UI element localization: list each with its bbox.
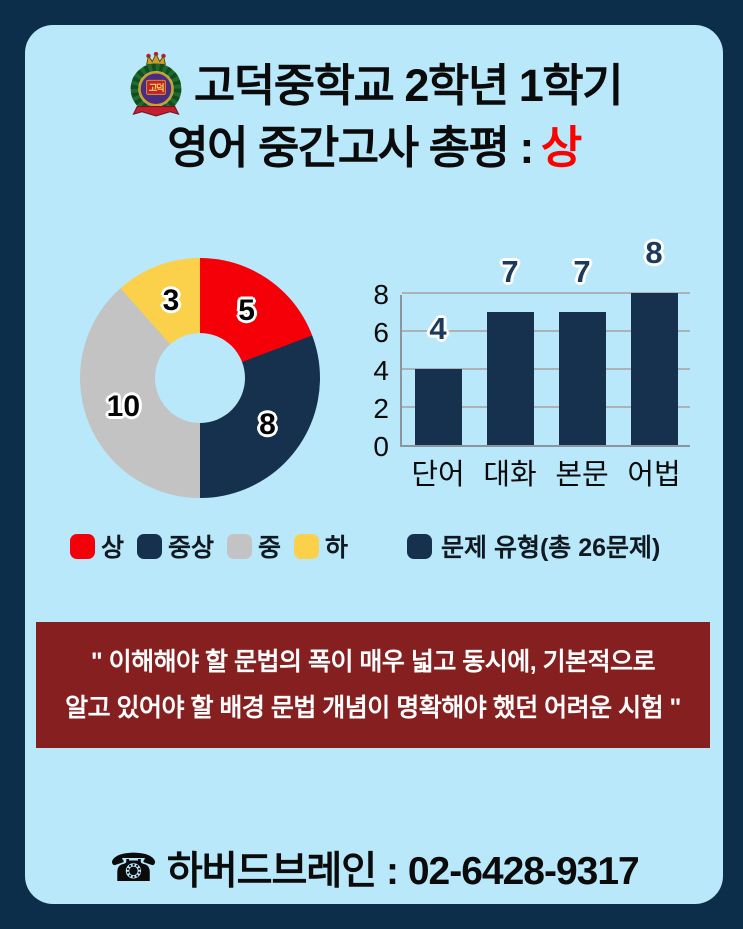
y-axis-tick-label: 6 <box>373 317 389 348</box>
grade-value: 상 <box>540 122 582 173</box>
bar-category-label: 단어 <box>411 459 465 491</box>
bar-category-label: 본문 <box>555 459 609 491</box>
page-title-line1: 고덕 고덕중학교 2학년 1학기 <box>25 51 723 119</box>
quote-line2: 알고 있어야 할 배경 문법 개념이 명확해야 했던 어려운 시험 " <box>65 694 681 722</box>
school-crest-icon: 고덕 <box>130 51 182 117</box>
quote-box: " 이해해야 할 문법의 폭이 매우 넓고 동시에, 기본적으로 알고 있어야 … <box>36 622 710 748</box>
bar-group: 7 본문 <box>546 254 618 491</box>
bar-plot: 4 단어 7 대화 7 본문 8 어법 <box>400 235 690 491</box>
donut-value-label: 3 <box>162 284 180 318</box>
bar-value-label: 4 <box>429 311 447 346</box>
bar-group: 7 대화 <box>474 254 546 491</box>
bar-value-label: 8 <box>645 235 663 270</box>
y-axis-tick-label: 0 <box>373 431 389 462</box>
gridline <box>402 292 690 294</box>
phone-icon: ☎ <box>109 846 158 890</box>
legend-swatch <box>137 533 163 559</box>
page-header: 고덕 고덕중학교 2학년 1학기 영어 중간고사 총평 : 상 <box>25 51 723 176</box>
donut-value-label: 8 <box>259 407 276 441</box>
y-axis-tick-label: 4 <box>373 355 389 386</box>
legend-swatch <box>294 533 320 559</box>
donut-hole <box>155 333 245 423</box>
bar-category-label: 어법 <box>627 459 681 491</box>
title-line1-text: 고덕중학교 2학년 1학기 <box>193 59 624 111</box>
pie-legend: 상 중상 중 하 <box>70 528 348 564</box>
legend-item: 하 <box>294 528 348 564</box>
donut-value-label: 5 <box>238 293 255 327</box>
y-axis-tick-label: 2 <box>373 393 389 424</box>
bar <box>630 293 678 445</box>
gridline <box>402 330 690 332</box>
bar <box>486 312 534 445</box>
bar <box>558 312 606 445</box>
legend-item: 중 <box>227 528 281 564</box>
gridline <box>402 368 690 370</box>
infographic-canvas: 고덕 고덕중학교 2학년 1학기 영어 중간고사 총평 : 상 5 8 10 3 0 2… <box>25 25 723 904</box>
contact-label: 하버드브레인 : 02-6428-9317 <box>166 850 640 893</box>
legend-item: 중상 <box>137 528 214 564</box>
emblem-text: 고덕 <box>149 82 164 93</box>
donut-value-label: 10 <box>106 390 141 424</box>
bar-legend: 문제 유형(총 26문제) <box>407 528 660 564</box>
bar-y-axis: 0 2 4 6 8 <box>355 281 395 461</box>
title-line2-text: 영어 중간고사 총평 : <box>167 122 534 173</box>
bar <box>414 369 462 445</box>
donut-chart-area: 5 8 10 3 <box>80 258 320 498</box>
legend-label: 중상 <box>168 534 215 562</box>
legend-label: 하 <box>325 534 349 562</box>
donut-chart <box>80 258 320 498</box>
page-title-line2: 영어 중간고사 총평 : 상 <box>25 119 723 176</box>
legend-label: 상 <box>101 534 125 562</box>
bar-legend-swatch <box>407 533 432 559</box>
bar-value-label: 7 <box>501 254 519 289</box>
legend-label: 중 <box>258 534 282 562</box>
bar-value-label: 7 <box>573 254 591 289</box>
bar-legend-label: 문제 유형(총 26문제) <box>441 534 661 562</box>
footer-contact: ☎ 하버드브레인 : 02-6428-9317 <box>25 840 723 896</box>
legend-swatch <box>70 533 95 559</box>
quote-line1: " 이해해야 할 문법의 폭이 매우 넓고 동시에, 기본적으로 <box>90 648 656 676</box>
bar-group: 4 단어 <box>402 295 474 491</box>
bar-group: 8 어법 <box>618 235 690 491</box>
gridline <box>402 406 690 408</box>
legend-item: 상 <box>70 528 124 564</box>
y-axis-tick-label: 8 <box>373 279 389 310</box>
legend-swatch <box>227 533 253 559</box>
bar-category-label: 대화 <box>483 459 537 491</box>
